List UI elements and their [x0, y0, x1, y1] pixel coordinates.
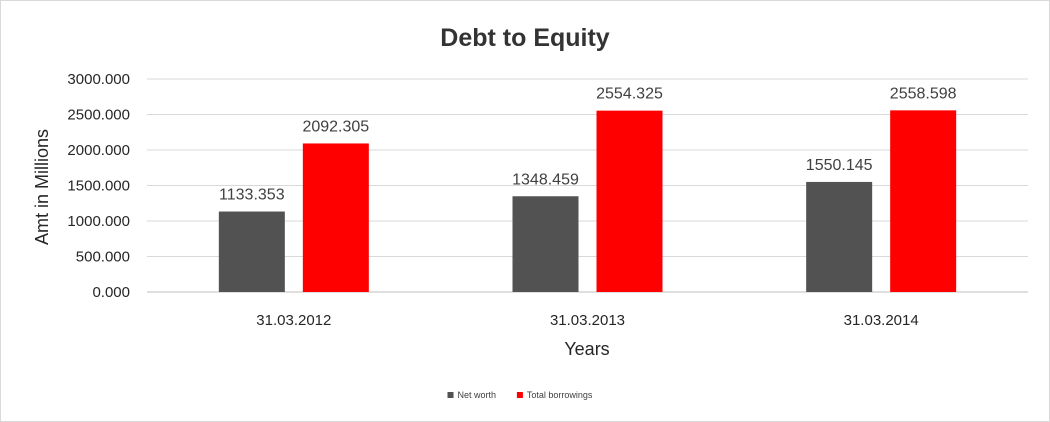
y-tick-label: 1500.000	[67, 178, 130, 195]
y-tick-label: 2000.000	[67, 142, 130, 159]
gridlines	[147, 78, 1028, 293]
y-axis-ticks: 0.000 500.000 1000.000 1500.000 2000.000 2500…	[67, 71, 130, 301]
legend-label: Total borrowings	[527, 390, 593, 400]
data-label: 1348.459	[512, 171, 579, 188]
y-tick-label: 1000.000	[67, 213, 130, 230]
bar-net-worth	[806, 181, 873, 292]
y-tick-label: 0.000	[92, 284, 130, 301]
data-labels: 1133.353 2092.305 1348.459 2554.325 1550.145…	[219, 85, 957, 203]
legend-swatch	[447, 392, 454, 398]
x-tick-label: 31.03.2013	[550, 312, 625, 329]
legend-swatch	[516, 392, 523, 398]
y-tick-label: 500.000	[76, 249, 130, 266]
bar-net-worth	[512, 196, 579, 292]
data-label: 2554.325	[596, 86, 663, 103]
x-tick-label: 31.03.2014	[844, 312, 919, 329]
data-label: 1133.353	[219, 187, 285, 204]
y-tick-label: 3000.000	[67, 71, 130, 88]
x-tick-label: 31.03.2012	[256, 312, 331, 329]
bar-net-worth	[218, 211, 285, 292]
x-axis-ticks: 31.03.2012 31.03.2013 31.03.2014	[256, 312, 918, 329]
data-label: 2558.598	[890, 85, 957, 102]
legend-label: Net worth	[458, 390, 497, 400]
data-label: 2092.305	[302, 118, 369, 135]
data-label: 1550.145	[806, 157, 873, 174]
x-axis-title: Years	[564, 339, 609, 359]
chart-title: Debt to Equity	[440, 24, 610, 52]
bar-total-borrowings	[890, 110, 957, 292]
bar-total-borrowings	[302, 143, 369, 292]
bar-total-borrowings	[596, 110, 663, 293]
y-axis-title: Amt in Millions	[32, 129, 52, 245]
bars	[218, 110, 957, 293]
legend: Net worth Total borrowings	[447, 390, 593, 400]
y-tick-label: 2500.000	[67, 107, 130, 124]
